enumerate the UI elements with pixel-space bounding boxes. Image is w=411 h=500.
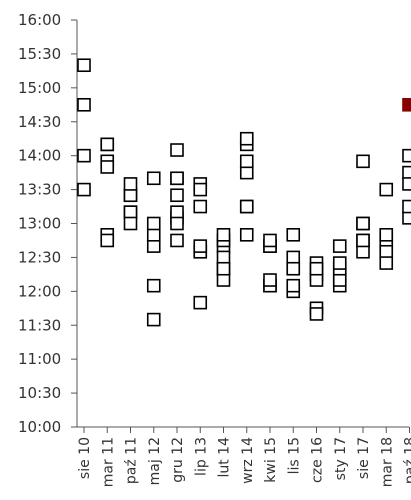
- x-tick-label: wrz 14: [240, 437, 256, 484]
- data-point: [403, 201, 411, 213]
- data-points: [78, 59, 411, 325]
- data-point: [218, 229, 230, 241]
- x-tick-label: sie 17: [356, 437, 372, 479]
- x-tick-label: lis 15: [286, 437, 302, 474]
- data-point: [357, 246, 369, 258]
- x-tick-label: lip 13: [193, 437, 209, 476]
- y-tick-label: 15:30: [18, 45, 61, 63]
- data-point: [357, 155, 369, 167]
- x-tick-label: sty 17: [333, 437, 349, 480]
- data-point: [380, 246, 392, 258]
- y-axis: 10:00 10:30 11:00 11:30 12:00 12:30 13:00 13:30…: [18, 11, 77, 436]
- y-tick-label: 11:00: [18, 350, 61, 368]
- y-tick-label: 10:30: [18, 384, 61, 402]
- data-point: [287, 263, 299, 275]
- y-tick-label: 16:00: [18, 11, 61, 29]
- data-point: [125, 178, 137, 190]
- data-point: [194, 240, 206, 252]
- y-tick-label: 15:00: [18, 79, 61, 97]
- data-point: [334, 240, 346, 252]
- data-point: [218, 251, 230, 263]
- data-point: [101, 161, 113, 173]
- data-point: [334, 257, 346, 269]
- data-point: [171, 206, 183, 218]
- data-point: [241, 155, 253, 167]
- x-axis: sie 10 mar 11 paź 11 maj 12 gru 12 lip 13 lut …: [77, 427, 411, 487]
- x-tick-label: gru 12: [170, 437, 186, 483]
- y-tick-label: 14:30: [18, 113, 61, 131]
- data-point: [334, 274, 346, 286]
- data-point: [125, 189, 137, 201]
- x-tick-label: mar 11: [100, 437, 116, 487]
- y-tick-label: 14:00: [18, 147, 61, 165]
- data-point: [125, 218, 137, 230]
- x-tick-label: lut 14: [217, 437, 233, 478]
- x-tick-label: paź 18: [403, 437, 411, 484]
- data-point: [171, 144, 183, 156]
- data-point: [264, 234, 276, 246]
- y-tick-label: 11:30: [18, 316, 61, 334]
- data-point: [78, 99, 90, 111]
- data-point: [287, 229, 299, 241]
- x-tick-label: sie 10: [77, 437, 93, 479]
- data-point: [78, 150, 90, 162]
- data-point: [148, 218, 160, 230]
- data-point: [218, 274, 230, 286]
- data-point: [311, 263, 323, 275]
- data-point: [78, 59, 90, 71]
- data-point: [287, 280, 299, 292]
- data-point: [264, 274, 276, 286]
- data-point: [194, 201, 206, 213]
- data-point: [171, 189, 183, 201]
- data-point: [171, 234, 183, 246]
- highlight-point: [403, 99, 411, 111]
- data-point: [125, 206, 137, 218]
- y-tick-label: 10:00: [18, 418, 61, 436]
- data-point: [380, 184, 392, 196]
- data-point: [311, 308, 323, 320]
- data-point: [357, 234, 369, 246]
- data-point: [357, 218, 369, 230]
- y-tick-label: 12:00: [18, 282, 61, 300]
- x-tick-label: paź 11: [124, 437, 140, 484]
- data-point: [148, 314, 160, 326]
- data-point: [380, 257, 392, 269]
- data-point: [148, 240, 160, 252]
- data-point: [403, 167, 411, 179]
- x-tick-label: kwi 15: [263, 437, 279, 483]
- y-tick-label: 13:30: [18, 181, 61, 199]
- data-point: [403, 150, 411, 162]
- data-point: [403, 212, 411, 224]
- data-point: [148, 229, 160, 241]
- data-point: [218, 263, 230, 275]
- data-point: [171, 218, 183, 230]
- data-point: [171, 172, 183, 184]
- x-tick-label: cze 16: [310, 437, 326, 483]
- data-point: [241, 167, 253, 179]
- x-tick-label: mar 18: [379, 437, 395, 487]
- data-point: [380, 229, 392, 241]
- data-point: [241, 201, 253, 213]
- data-point: [287, 251, 299, 263]
- y-tick-label: 12:30: [18, 248, 61, 266]
- x-tick-label: maj 12: [147, 437, 163, 485]
- data-point: [148, 280, 160, 292]
- data-point: [311, 274, 323, 286]
- data-point: [241, 133, 253, 145]
- data-point: [194, 297, 206, 309]
- y-tick-label: 13:00: [18, 215, 61, 233]
- data-point: [194, 184, 206, 196]
- data-point: [241, 229, 253, 241]
- data-point: [403, 178, 411, 190]
- data-point: [148, 172, 160, 184]
- data-point: [101, 234, 113, 246]
- data-point: [78, 184, 90, 196]
- data-point: [101, 138, 113, 150]
